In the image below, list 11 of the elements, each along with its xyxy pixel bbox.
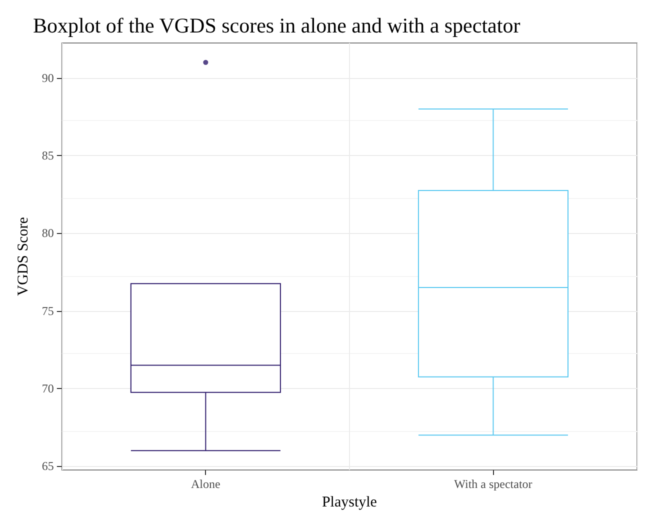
y-tick-label: 85: [42, 148, 54, 163]
y-tick-label: 70: [42, 381, 54, 396]
y-tick-label: 80: [42, 226, 54, 240]
x-tick-label: With a spectator: [454, 477, 532, 491]
chart-title: Boxplot of the VGDS scores in alone and with a spectator: [33, 14, 520, 38]
y-tick-label: 65: [42, 459, 54, 474]
x-tick-label: Alone: [191, 477, 220, 491]
y-tick-label: 90: [42, 70, 54, 85]
x-axis-title: Playstyle: [322, 494, 378, 510]
y-axis-title: VGDS Score: [16, 216, 32, 296]
y-tick-label: 75: [42, 304, 54, 318]
